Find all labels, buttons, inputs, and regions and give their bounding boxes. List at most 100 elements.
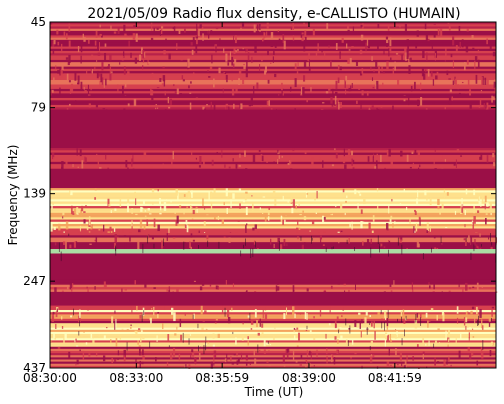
band-speck [449, 89, 452, 93]
band-speck [419, 218, 421, 226]
band-speck [195, 157, 197, 160]
band-speck [306, 288, 309, 292]
band-speck [413, 226, 415, 234]
band-speck [388, 48, 390, 57]
band-speck [237, 220, 240, 222]
band-speck [138, 328, 141, 331]
band-speck [79, 149, 82, 157]
band-speck [445, 48, 447, 58]
band-speck [225, 279, 227, 285]
band-speck [372, 343, 375, 345]
band-speck [170, 352, 173, 360]
band-speck [366, 38, 369, 46]
band-speck [85, 342, 88, 345]
band-speck [168, 53, 171, 60]
trace [311, 237, 313, 241]
band-speck [234, 58, 237, 63]
band-speck [473, 189, 476, 196]
band-speck [102, 327, 105, 331]
band-speck [250, 328, 253, 330]
band-speck [197, 30, 200, 37]
band-speck [477, 59, 480, 68]
band-speck [124, 80, 127, 88]
trace [198, 345, 199, 352]
band-speck [61, 326, 64, 329]
band-row [50, 28, 496, 32]
band-speck [56, 157, 58, 161]
band-speck [337, 64, 340, 69]
band-speck [251, 195, 253, 197]
band-speck [117, 84, 119, 93]
band-speck [53, 39, 56, 45]
band-row [50, 350, 496, 354]
band-speck [227, 317, 231, 324]
band-speck [401, 242, 404, 247]
band-speck [386, 43, 388, 47]
band-speck [54, 334, 57, 340]
band-row [50, 353, 496, 356]
band-speck [492, 51, 496, 57]
band-row [50, 206, 496, 209]
band-speck [345, 339, 348, 343]
band-speck [440, 28, 443, 36]
band-speck [320, 239, 322, 248]
band-speck [417, 167, 420, 170]
band-speck [281, 155, 283, 158]
band-speck [98, 334, 101, 338]
trace [332, 246, 334, 249]
band-speck [362, 221, 365, 223]
band-speck [347, 40, 350, 43]
band-speck [339, 51, 341, 59]
band-speck [110, 25, 112, 30]
band-speck [380, 64, 382, 67]
band-speck [210, 361, 214, 369]
band-speck [76, 148, 78, 156]
band-speck [144, 210, 147, 212]
band-speck [56, 308, 58, 313]
band-speck [403, 99, 406, 102]
band-speck [114, 208, 117, 211]
band-speck [351, 82, 353, 88]
band-speck [494, 87, 497, 94]
band-speck [300, 92, 303, 95]
band-speck [385, 316, 387, 320]
band-speck [83, 166, 85, 170]
band-speck [167, 334, 170, 341]
band-speck [457, 84, 459, 90]
band-speck [330, 96, 333, 104]
band-speck [72, 104, 76, 107]
band-speck [406, 154, 409, 162]
band-speck [173, 312, 176, 322]
band-speck [256, 82, 259, 89]
band-row [50, 150, 496, 153]
band-speck [151, 308, 153, 310]
band-speck [310, 87, 312, 92]
band-speck [273, 335, 275, 341]
band-speck [122, 51, 125, 58]
band-speck [317, 43, 319, 52]
band-speck [267, 50, 269, 56]
band-speck [358, 87, 361, 90]
band-row [50, 84, 496, 88]
band-speck [239, 153, 241, 158]
band-speck [127, 167, 129, 170]
band-speck [54, 287, 57, 293]
band-speck [420, 82, 422, 90]
band-speck [264, 64, 268, 73]
band-speck [463, 238, 466, 241]
band-speck [77, 75, 80, 85]
band-speck [392, 67, 394, 75]
band-speck [290, 196, 293, 203]
band-speck [417, 99, 420, 107]
band-speck [346, 25, 350, 29]
band-speck [215, 285, 218, 290]
band-speck [321, 50, 323, 53]
band-speck [238, 69, 242, 77]
band-speck [261, 155, 264, 162]
band-speck [166, 288, 168, 292]
band-speck [103, 281, 106, 289]
trace [401, 244, 403, 255]
band-speck [162, 75, 166, 82]
y-tick-label: 437 [23, 361, 46, 375]
band-speck [199, 286, 203, 291]
